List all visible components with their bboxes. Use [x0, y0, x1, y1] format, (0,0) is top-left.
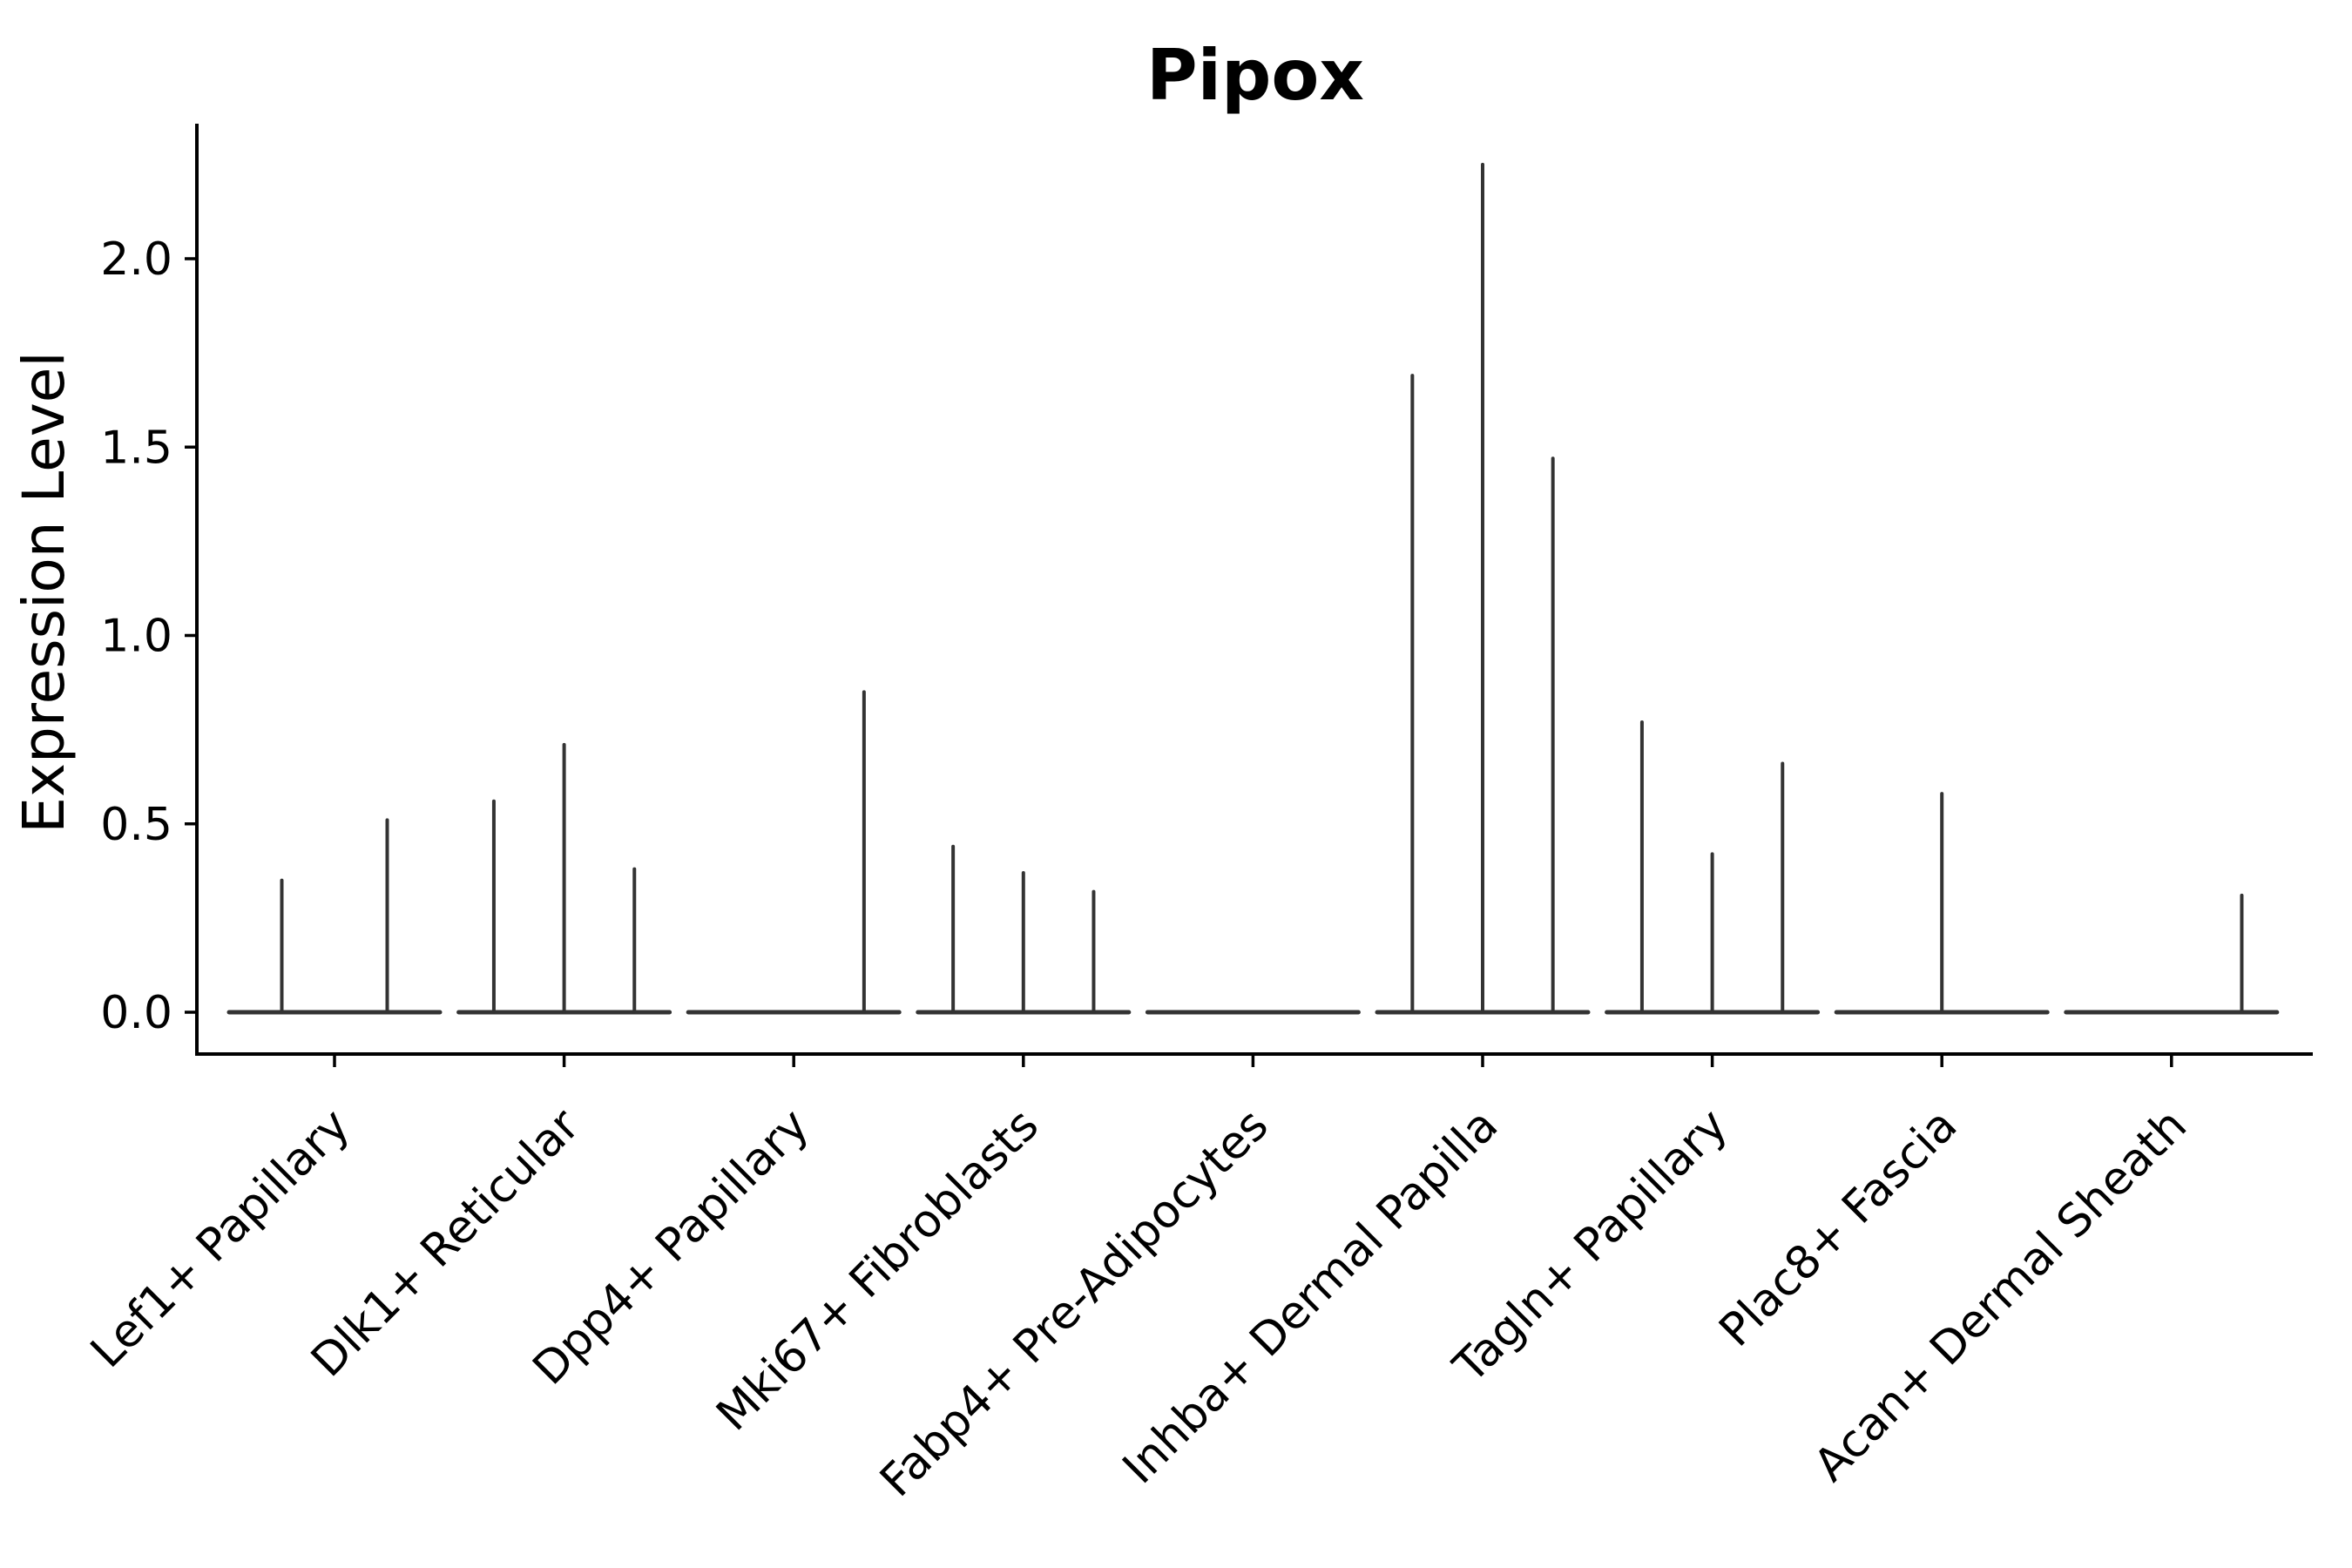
- y-axis-label: Expression Level: [10, 351, 78, 833]
- x-tick-label: Inhba+ Dermal Papilla: [1113, 1099, 1508, 1494]
- y-tick-label: 1.5: [100, 422, 172, 474]
- x-tick-label: Acan+ Dermal Sheath: [1804, 1099, 2197, 1492]
- y-tick-label: 0.0: [100, 987, 172, 1039]
- y-tick-label: 1.0: [100, 611, 172, 663]
- violins-layer: [226, 162, 2280, 1015]
- y-tick-label: 2.0: [100, 233, 172, 286]
- x-tick-label: Fabp4+ Pre-Adipocytes: [870, 1099, 1278, 1507]
- y-tick-label: 0.5: [100, 799, 172, 851]
- chart-title: Pipox: [1146, 35, 1364, 116]
- x-tick-label: Plac8+ Fascia: [1710, 1099, 1968, 1357]
